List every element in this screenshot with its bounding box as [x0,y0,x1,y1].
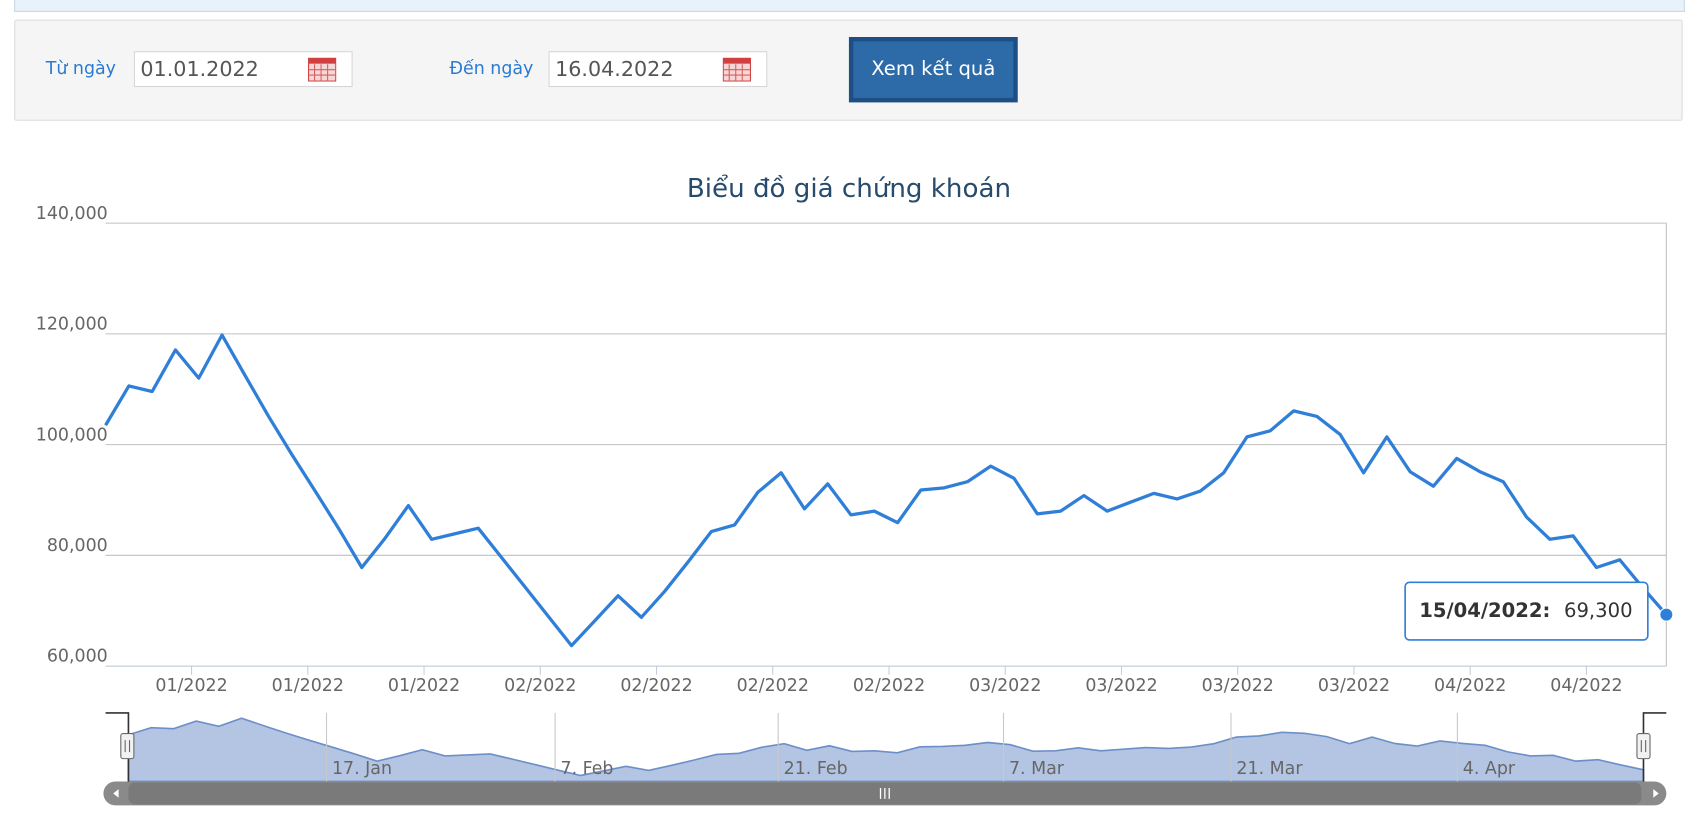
to-date-value: 16.04.2022 [555,57,674,82]
navigator-handle[interactable] [120,733,135,760]
navigator-label: 7. Mar [1009,759,1065,779]
y-tick-label: 120,000 [36,315,108,335]
x-tick-label: 04/2022 [1434,676,1506,696]
x-tick-label: 02/2022 [620,676,692,696]
from-date-value: 01.01.2022 [140,57,259,82]
thumb-grip [879,788,890,799]
handle-grip [1640,740,1647,753]
calendar-icon[interactable] [308,57,337,82]
navigator-area [127,717,1645,783]
tooltip-date: 15/04/2022: [1419,599,1550,622]
x-tick-label: 04/2022 [1550,676,1622,696]
x-tick-label: 03/2022 [969,676,1041,696]
x-tick-label: 01/2022 [272,676,344,696]
x-tick-label: 02/2022 [504,676,576,696]
submit-button[interactable]: Xem kết quả [848,37,1018,103]
tooltip-value: 69,300 [1564,599,1633,622]
x-tick-label: 03/2022 [1318,676,1390,696]
chart-title: Biểu đồ giá chứng khoán [687,173,1011,204]
calendar-icon[interactable] [722,57,751,82]
tooltip-box [1404,581,1649,641]
hover-point [1659,607,1674,622]
y-tick-label: 60,000 [47,647,108,667]
x-tick-label: 02/2022 [737,676,809,696]
to-date-input[interactable]: 16.04.2022 [548,51,768,88]
y-tick-label: 80,000 [47,536,108,556]
handle-grip [124,740,131,753]
top-strip [14,0,1685,12]
navigator-label: 17. Jan [332,759,392,779]
scroll-right-arrow[interactable] [1653,789,1659,798]
y-tick-label: 100,000 [36,425,108,445]
navigator-handle[interactable] [1636,733,1651,760]
scroll-left-arrow[interactable] [113,789,119,798]
x-tick-label: 03/2022 [1202,676,1274,696]
y-tick-label: 140,000 [36,204,108,224]
x-tick-label: 01/2022 [155,676,227,696]
price-line [104,333,1668,648]
navigator-label: 7. Feb [561,759,614,779]
navigator-label: 21. Feb [784,759,848,779]
from-label: Từ ngày [45,57,116,79]
x-tick-label: 02/2022 [853,676,925,696]
to-label: Đến ngày [449,57,534,79]
navigator-label: 21. Mar [1236,759,1303,779]
x-tick-label: 03/2022 [1085,676,1157,696]
navigator-label: 4. Apr [1463,759,1516,779]
x-tick-label: 01/2022 [388,676,460,696]
from-date-input[interactable]: 01.01.2022 [133,51,353,88]
